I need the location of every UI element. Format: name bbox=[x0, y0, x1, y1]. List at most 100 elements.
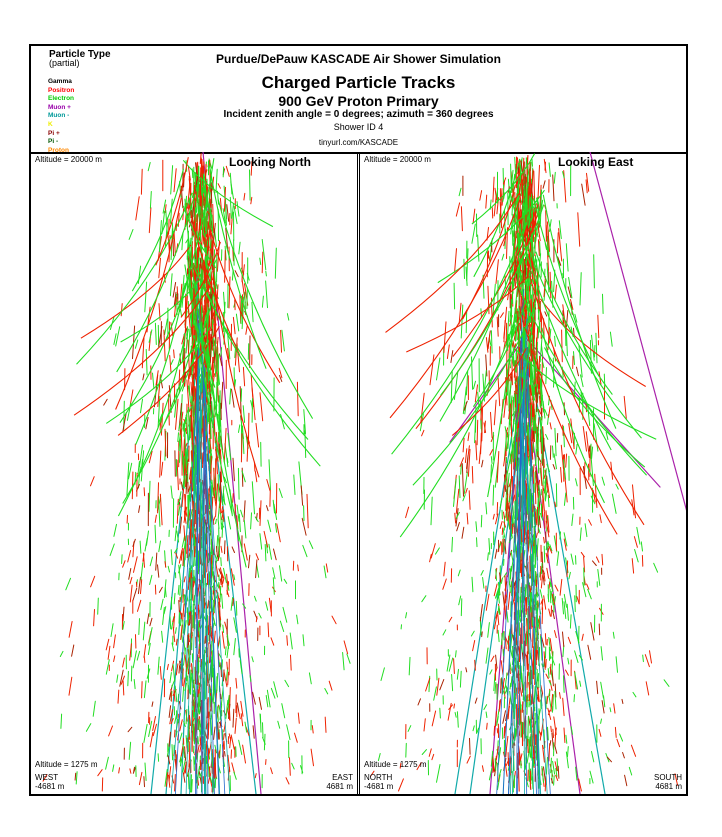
particle-track bbox=[509, 395, 513, 425]
particle-track bbox=[232, 708, 235, 728]
particle-track bbox=[212, 613, 216, 627]
particle-track bbox=[254, 516, 259, 523]
particle-track bbox=[218, 483, 221, 494]
particle-track bbox=[304, 430, 307, 458]
particle-track bbox=[245, 325, 248, 335]
particle-track bbox=[133, 556, 138, 573]
particle-track bbox=[527, 346, 539, 794]
particle-track bbox=[167, 394, 170, 426]
particle-track bbox=[236, 504, 240, 522]
particle-track bbox=[477, 234, 480, 262]
particle-track bbox=[157, 564, 160, 578]
particle-track bbox=[193, 756, 195, 771]
particle-track bbox=[509, 690, 512, 705]
particle-track bbox=[217, 706, 219, 722]
particle-track bbox=[546, 221, 550, 252]
particle-track bbox=[439, 679, 445, 691]
particle-track bbox=[487, 258, 521, 498]
particle-track bbox=[222, 577, 225, 585]
particle-track bbox=[492, 176, 495, 203]
particle-track bbox=[196, 661, 199, 675]
particle-track bbox=[521, 179, 524, 201]
particle-track bbox=[519, 157, 523, 183]
particle-track bbox=[474, 697, 478, 704]
particle-track bbox=[548, 406, 551, 418]
particle-track bbox=[108, 725, 113, 737]
particle-track bbox=[161, 630, 164, 643]
particle-track bbox=[622, 752, 625, 759]
particle-track bbox=[532, 723, 535, 733]
particle-track bbox=[73, 286, 211, 416]
particle-track bbox=[532, 470, 535, 485]
particle-track bbox=[276, 523, 281, 543]
particle-track bbox=[136, 650, 141, 661]
particle-track bbox=[174, 296, 177, 317]
particle-track bbox=[242, 425, 245, 455]
particle-track bbox=[221, 631, 225, 649]
particle-track bbox=[421, 595, 427, 603]
particle-track bbox=[453, 282, 456, 310]
particle-track bbox=[563, 593, 567, 608]
particle-track bbox=[231, 546, 235, 553]
particle-track bbox=[552, 174, 555, 202]
particle-track bbox=[406, 275, 529, 353]
particle-track bbox=[513, 360, 516, 378]
particle-track bbox=[205, 189, 208, 211]
particle-track bbox=[223, 567, 227, 584]
particle-track bbox=[537, 617, 541, 629]
particle-track bbox=[623, 395, 627, 419]
particle-track bbox=[506, 310, 510, 343]
particle-track bbox=[553, 453, 557, 470]
particle-track bbox=[529, 276, 645, 526]
particle-track bbox=[585, 179, 588, 194]
particle-track bbox=[523, 715, 527, 731]
particle-track bbox=[632, 484, 636, 519]
particle-track bbox=[506, 434, 510, 452]
particle-track bbox=[462, 386, 467, 415]
particle-track bbox=[549, 271, 552, 299]
particle-track bbox=[331, 615, 337, 625]
particle-track bbox=[554, 630, 557, 639]
particle-track bbox=[496, 289, 525, 794]
particle-track bbox=[524, 381, 581, 794]
particle-track bbox=[175, 663, 179, 676]
left-distance-label: -4681 m bbox=[35, 782, 65, 791]
particle-track bbox=[581, 633, 584, 641]
incident-angle-text: Incident zenith angle = 0 degrees; azimu… bbox=[223, 109, 494, 120]
particle-track bbox=[199, 153, 202, 165]
particle-track bbox=[421, 429, 425, 437]
particle-track bbox=[132, 538, 136, 547]
particle-track bbox=[502, 591, 505, 607]
particle-track bbox=[615, 483, 619, 490]
particle-track bbox=[240, 713, 244, 727]
particle-track bbox=[115, 326, 121, 347]
particle-track bbox=[473, 162, 520, 278]
particle-track bbox=[240, 509, 244, 518]
particle-track bbox=[242, 366, 246, 387]
particle-track bbox=[214, 744, 218, 754]
particle-track bbox=[502, 535, 505, 552]
particle-track bbox=[286, 724, 291, 741]
particle-track bbox=[533, 686, 536, 703]
particle-track bbox=[544, 775, 547, 792]
particle-track bbox=[105, 326, 211, 424]
particle-track bbox=[459, 457, 464, 467]
particle-track bbox=[504, 679, 507, 688]
particle-track bbox=[251, 386, 256, 421]
particle-track bbox=[537, 450, 540, 474]
particle-track bbox=[250, 196, 253, 205]
particle-track bbox=[574, 595, 576, 613]
particle-track bbox=[385, 193, 520, 333]
particle-track bbox=[510, 353, 515, 367]
particle-track bbox=[325, 563, 329, 573]
left-distance-label: -4681 m bbox=[364, 782, 394, 791]
particle-track bbox=[252, 725, 255, 739]
particle-track bbox=[515, 495, 518, 517]
particle-track bbox=[508, 403, 511, 420]
particle-track bbox=[555, 774, 559, 781]
particle-track bbox=[509, 568, 512, 586]
particle-track bbox=[512, 731, 516, 746]
particle-track bbox=[217, 496, 221, 520]
particle-track bbox=[454, 512, 457, 524]
particle-track bbox=[509, 667, 511, 675]
